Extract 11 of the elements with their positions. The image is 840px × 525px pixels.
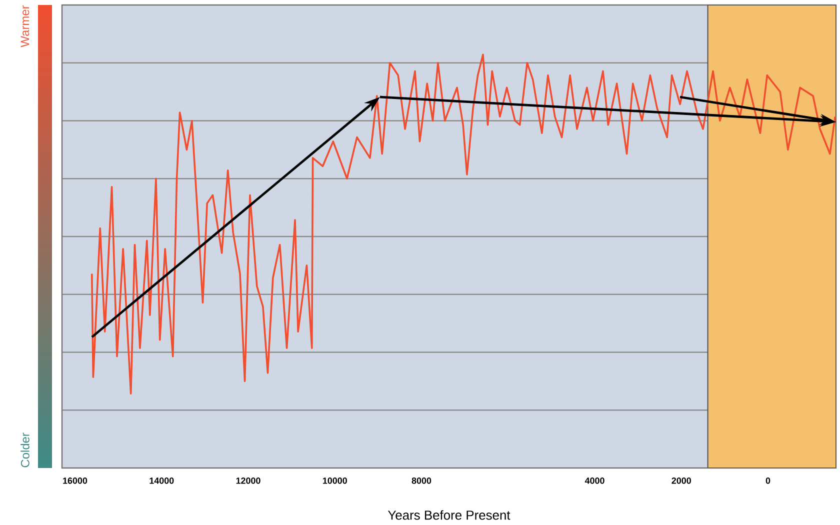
x-axis-title: Years Before Present <box>388 510 510 520</box>
text: Warmer <box>20 5 30 48</box>
x-tick-label: 12000 <box>236 478 260 484</box>
x-tick-label: 10000 <box>322 478 347 484</box>
x-tick-label: 0 <box>766 478 770 484</box>
x-tick-label: 2000 <box>672 478 691 484</box>
x-tick-label: 4000 <box>584 478 604 484</box>
x-tick-label: 14000 <box>150 478 174 484</box>
x-tick-label: 16000 <box>63 478 88 484</box>
text: Colder <box>20 432 30 468</box>
x-tick-label: 8000 <box>412 478 432 484</box>
